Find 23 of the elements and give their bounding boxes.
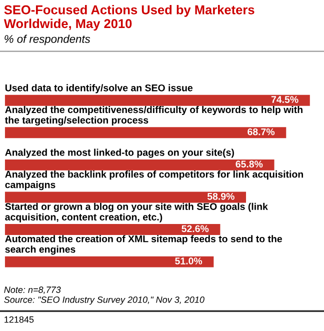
source-note: Source: "SEO Industry Survey 2010," Nov 3, 2010 bbox=[4, 296, 204, 305]
data-label: 51.0% bbox=[175, 258, 202, 264]
text: 121845 bbox=[4, 316, 34, 323]
chart-subtitle: % of respondents bbox=[4, 34, 90, 46]
y-tick-label: Analyzed the most linked-to pages on your site(s) bbox=[5, 148, 234, 158]
chart-title: SEO-Focused Actions Used by Marketers Worldwide, May 2010 bbox=[4, 4, 254, 31]
bar bbox=[4, 192, 246, 203]
y-tick-label: Automated the creation of XML sitemap feeds to send to the search engines bbox=[5, 235, 282, 255]
y-tick-label: Analyzed the competitiveness/difficulty of keywords to help with the targeting/selection process bbox=[4, 106, 302, 126]
data-label: 74.5% bbox=[271, 96, 298, 103]
bar bbox=[4, 224, 220, 236]
data-label: 68.7% bbox=[248, 128, 275, 136]
y-tick-label: Used data to identify/solve an SEO issue bbox=[5, 84, 193, 94]
data-label: 65.8% bbox=[236, 160, 263, 168]
data-label: 58.9% bbox=[207, 192, 234, 200]
y-tick-label: Analyzed the backlink profiles of competitors for link acquisition campaigns bbox=[5, 170, 303, 190]
y-tick-label: Started or grown a blog on your site with SEO goals (link acquisition, content creation, etc.) bbox=[5, 202, 268, 222]
bar bbox=[4, 159, 274, 170]
data-label: 52.6% bbox=[182, 225, 209, 232]
bar bbox=[4, 256, 214, 268]
text: Note: n=8,773 bbox=[4, 286, 61, 294]
bar bbox=[4, 94, 310, 106]
bar bbox=[4, 127, 286, 138]
